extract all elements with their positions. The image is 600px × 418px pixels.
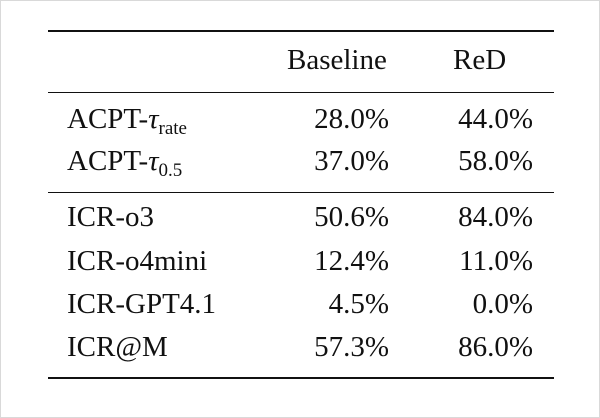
tau-symbol: τ (148, 145, 159, 177)
cell-red-acpt-05: 58.0% (458, 145, 533, 177)
cell-baseline-icr-gpt41: 4.5% (328, 288, 389, 320)
row-label-icr-at-m: ICR@M (67, 331, 168, 363)
row-label-subscript: rate (158, 118, 187, 139)
row-label-icr-o4mini: ICR-o4mini (67, 245, 208, 277)
cell-baseline-icr-at-m: 57.3% (314, 331, 389, 363)
cell-baseline-acpt-rate: 28.0% (314, 103, 389, 135)
row-label-prefix: ACPT- (67, 145, 149, 177)
cell-red-acpt-rate: 44.0% (458, 103, 533, 135)
group-rule (48, 192, 554, 193)
header-red: ReD (453, 44, 507, 76)
row-label-icr-o3: ICR-o3 (67, 201, 154, 233)
cell-red-icr-at-m: 86.0% (458, 331, 533, 363)
row-label-icr-gpt41: ICR-GPT4.1 (67, 288, 217, 320)
cell-baseline-icr-o4mini: 12.4% (314, 245, 389, 277)
cell-red-icr-gpt41: 0.0% (472, 288, 533, 320)
table-top-rule (48, 30, 554, 32)
row-label-subscript: 0.5 (158, 160, 183, 181)
row-label-prefix: ACPT- (67, 103, 149, 135)
cell-baseline-acpt-05: 37.0% (314, 145, 389, 177)
cell-red-icr-o4mini: 11.0% (459, 245, 533, 277)
row-label-acpt-rate: ACPT-τrate (67, 103, 187, 139)
cell-red-icr-o3: 84.0% (458, 201, 533, 233)
header-rule (48, 92, 554, 93)
table-bottom-rule (48, 377, 554, 379)
row-label-acpt-05: ACPT-τ0.5 (67, 145, 182, 181)
header-baseline: Baseline (287, 44, 387, 76)
tau-symbol: τ (148, 103, 159, 135)
cell-baseline-icr-o3: 50.6% (314, 201, 389, 233)
